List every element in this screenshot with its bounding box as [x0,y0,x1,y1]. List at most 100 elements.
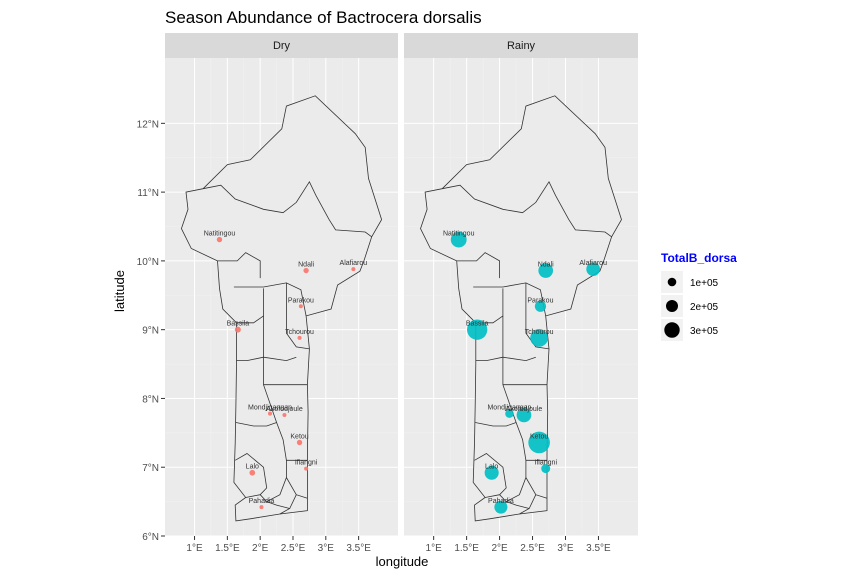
site-label-ifiangni: Ifiangni [534,460,557,467]
x-tick-label: 3°E [557,543,574,554]
legend-key-circle [667,277,677,287]
y-tick-label: 11°N [137,188,159,199]
axes: 1°E 1.5°E 2°E 2.5°E 3°E 3.5°E 6°N 7°N 8°N 9°N 10°N… [137,119,611,554]
admin-border [203,180,372,238]
site-point-bassila [234,326,241,333]
site-point-bassila [467,319,488,340]
site-point-ndali [303,267,309,274]
site-label-lalo: Lalo [246,464,259,471]
x-tick-label: 3.5°E [346,543,371,554]
site-point-ifiangni [541,464,551,474]
legend-title: TotalB_dorsa [661,251,737,265]
x-tick-label: 2.5°E [520,543,545,554]
legend-key-circle [666,300,678,312]
x-tick-label: 2°E [491,543,508,554]
site-point-tchourou [530,329,548,347]
y-tick-label: 10°N [137,257,159,268]
site-label-mondjigangan: Mondjigangan [487,405,531,412]
site-label-bassila: Bassila [227,321,250,328]
site-label-ndali: Ndali [298,262,314,269]
y-tick-label: 8°N [142,394,159,405]
x-tick-label: 2°E [252,543,269,554]
legend-key-label: 1e+05 [690,278,719,289]
site-label-natitingou: Natitingou [204,231,236,238]
site-label-akofodjoule: Akofodjoule [506,406,543,413]
site-label-lalo: Lalo [485,464,498,471]
site-point-natitingou [450,231,467,248]
site-label-ketou: Ketou [530,433,548,440]
site-point-pahadia [259,505,264,510]
site-label-alafiarou: Alafiarou [340,260,368,267]
admin-border [236,288,264,324]
site-point-akofodjoule [516,407,532,423]
site-label-tchourou: Tchourou [285,329,314,336]
admin-border [217,252,261,279]
x-axis-title: longitude [376,554,429,569]
y-axis-title: latitude [112,270,127,312]
site-point-natitingou [216,236,223,243]
site-point-pahadia [494,500,508,514]
country-outline [420,95,622,522]
site-label-akofodjoule: Akofodjoule [266,406,303,413]
admin-border [286,282,310,350]
y-tick-label: 9°N [142,326,159,337]
legend: TotalB_dorsa 1e+05 2e+05 3e+05 [660,248,750,343]
site-label-ketou: Ketou [290,433,308,440]
panel-dry: Dry Natitingou Ndali Alafiarou Parakou Bassil… [165,33,398,537]
site-label-parakou: Parakou [288,297,314,304]
site-point-tchourou [297,335,302,340]
admin-border [474,453,507,498]
site-point-ndali [538,263,554,278]
legend-key-label: 3e+05 [690,326,719,337]
legend-keys: 1e+05 2e+05 3e+05 [661,271,719,341]
y-tick-label: 6°N [142,532,159,543]
site-point-ifiangni [304,466,309,471]
admin-border [456,252,500,279]
facet-strip-label: Dry [273,40,291,52]
site-point-lalo [484,465,499,480]
x-tick-label: 3°E [318,543,335,554]
site-label-pahadia: Pahadia [249,498,275,505]
site-point-parakou [534,300,547,312]
x-tick-label: 1°E [426,543,443,554]
chart-title: Season Abundance of Bactrocera dorsalis [165,8,482,27]
site-point-ketou [296,439,303,446]
site-point-mondjigangan [505,409,514,418]
x-tick-label: 1.5°E [215,543,240,554]
site-label-ndali: Ndali [538,262,554,269]
site-label-parakou: Parakou [527,297,553,304]
x-tick-label: 1.5°E [454,543,479,554]
facet-panels: Dry Natitingou Ndali Alafiarou Parakou Bassil… [165,33,638,537]
country-outline [180,95,383,522]
site-label-pahadia: Pahadia [488,498,514,505]
site-point-parakou [298,304,303,309]
admin-border [506,501,530,509]
facet-strip [165,33,398,58]
facet-strip-label: Rainy [507,40,536,52]
site-label-alafiarou: Alafiarou [579,260,607,267]
site-point-mondjigangan [268,411,273,416]
y-tick-label: 7°N [142,463,159,474]
x-tick-label: 3.5°E [586,543,611,554]
y-tick-label: 12°N [137,119,159,130]
site-point-akofodjoule [282,412,287,417]
site-point-ketou [528,431,550,454]
site-point-alafiarou [586,262,601,277]
facet-strip [404,33,638,58]
site-label-bassila: Bassila [466,321,489,328]
x-tick-label: 1°E [186,543,203,554]
site-point-alafiarou [351,267,356,272]
admin-border [442,180,612,238]
panel-rainy: Rainy Natitingou Ndali Alafiarou Parakou Bass… [404,33,638,537]
site-label-mondjigangan: Mondjigangan [248,405,292,412]
legend-key-circle [664,322,680,338]
site-label-natitingou: Natitingou [443,231,475,238]
site-point-lalo [249,469,256,476]
site-label-ifiangni: Ifiangni [295,460,318,467]
admin-border [266,501,290,509]
legend-key-label: 2e+05 [690,302,719,313]
x-tick-label: 2.5°E [281,543,306,554]
admin-border [235,453,268,498]
site-label-tchourou: Tchourou [525,329,554,336]
